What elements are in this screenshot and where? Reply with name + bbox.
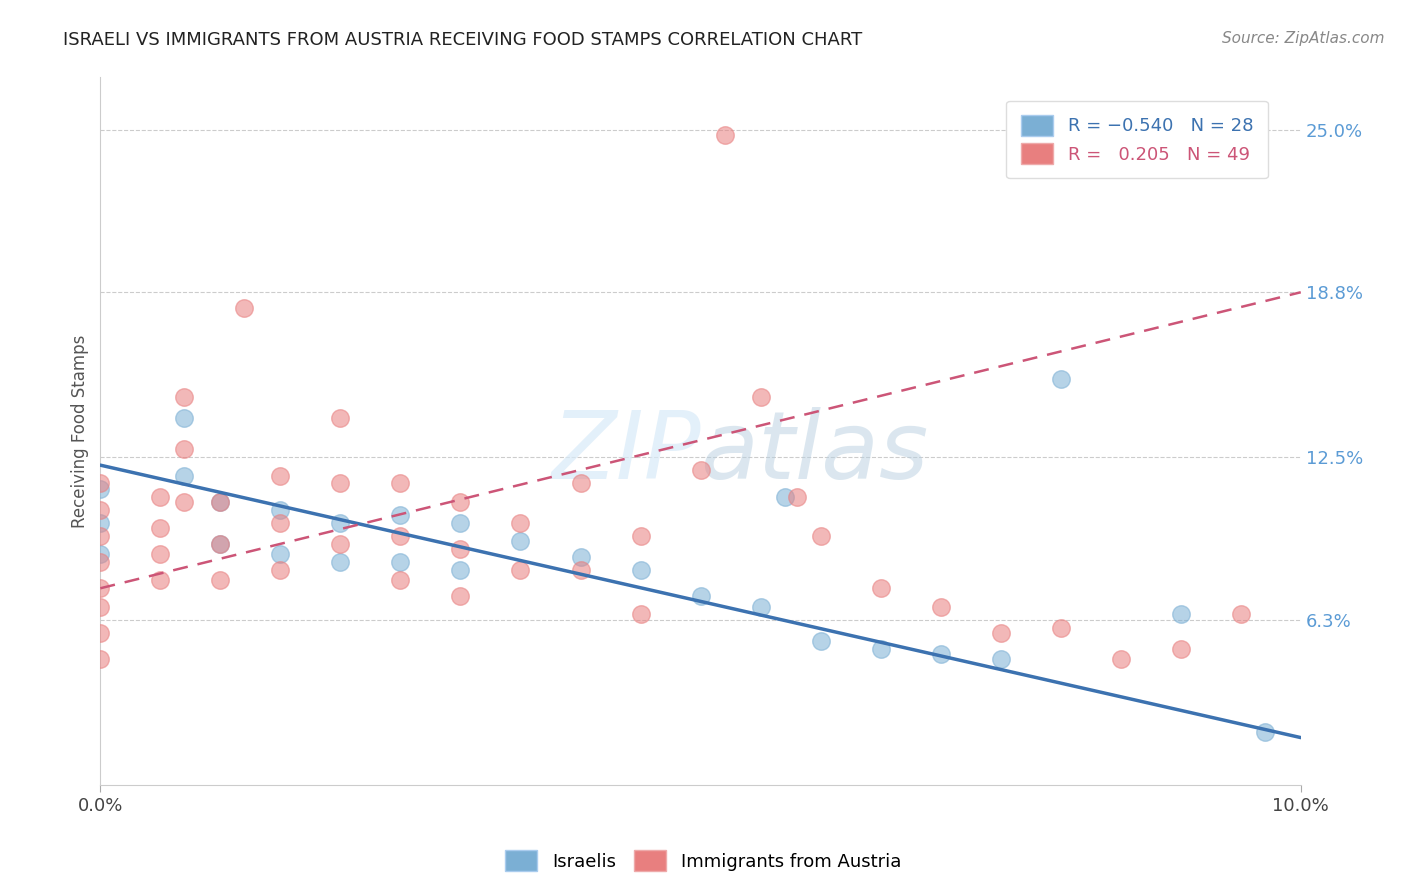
Point <box>1254 725 1277 739</box>
Point <box>329 537 352 551</box>
Point <box>389 574 412 588</box>
Point <box>329 476 352 491</box>
Point <box>630 563 652 577</box>
Point <box>89 529 111 543</box>
Point <box>450 516 472 530</box>
Point <box>329 555 352 569</box>
Point <box>89 599 111 614</box>
Point <box>89 625 111 640</box>
Point <box>450 563 472 577</box>
Point <box>329 411 352 425</box>
Point <box>786 490 808 504</box>
Point <box>569 549 592 564</box>
Point <box>209 574 232 588</box>
Point <box>509 563 531 577</box>
Text: ISRAELI VS IMMIGRANTS FROM AUSTRIA RECEIVING FOOD STAMPS CORRELATION CHART: ISRAELI VS IMMIGRANTS FROM AUSTRIA RECEI… <box>63 31 862 49</box>
Point <box>209 495 232 509</box>
Point <box>209 537 232 551</box>
Point <box>450 541 472 556</box>
Point <box>209 495 232 509</box>
Text: ZIP: ZIP <box>551 407 700 498</box>
Point <box>1170 607 1192 622</box>
Point <box>269 468 291 483</box>
Point <box>89 516 111 530</box>
Point <box>173 390 195 404</box>
Point <box>389 508 412 522</box>
Legend: R = −0.540   N = 28, R =   0.205   N = 49: R = −0.540 N = 28, R = 0.205 N = 49 <box>1007 101 1268 178</box>
Point <box>149 521 172 535</box>
Point <box>1170 641 1192 656</box>
Point <box>209 537 232 551</box>
Point <box>233 301 256 315</box>
Point <box>89 582 111 596</box>
Point <box>713 128 735 142</box>
Point <box>1229 607 1251 622</box>
Point <box>1049 372 1071 386</box>
Point <box>149 547 172 561</box>
Point <box>389 529 412 543</box>
Point <box>990 652 1012 666</box>
Point <box>149 574 172 588</box>
Point <box>89 476 111 491</box>
Point <box>630 607 652 622</box>
Point <box>810 633 832 648</box>
Point <box>173 442 195 457</box>
Point <box>269 547 291 561</box>
Point <box>569 563 592 577</box>
Point <box>329 516 352 530</box>
Point <box>689 589 711 603</box>
Point <box>869 582 891 596</box>
Point <box>269 502 291 516</box>
Point <box>569 476 592 491</box>
Point <box>173 495 195 509</box>
Legend: Israelis, Immigrants from Austria: Israelis, Immigrants from Austria <box>498 843 908 879</box>
Point <box>89 555 111 569</box>
Point <box>929 647 952 661</box>
Point <box>450 589 472 603</box>
Point <box>773 490 796 504</box>
Point <box>869 641 891 656</box>
Point <box>173 411 195 425</box>
Point <box>749 390 772 404</box>
Point <box>509 516 531 530</box>
Point <box>89 547 111 561</box>
Point <box>269 516 291 530</box>
Text: Source: ZipAtlas.com: Source: ZipAtlas.com <box>1222 31 1385 46</box>
Point <box>149 490 172 504</box>
Point <box>89 652 111 666</box>
Point <box>990 625 1012 640</box>
Point <box>749 599 772 614</box>
Text: atlas: atlas <box>700 407 929 498</box>
Point <box>509 534 531 549</box>
Point <box>630 529 652 543</box>
Point <box>1049 621 1071 635</box>
Point <box>389 476 412 491</box>
Point <box>929 599 952 614</box>
Point <box>450 495 472 509</box>
Point <box>389 555 412 569</box>
Point <box>173 468 195 483</box>
Point <box>689 463 711 477</box>
Point <box>810 529 832 543</box>
Point <box>269 563 291 577</box>
Y-axis label: Receiving Food Stamps: Receiving Food Stamps <box>72 334 89 528</box>
Point <box>1109 652 1132 666</box>
Point <box>89 482 111 496</box>
Point <box>89 502 111 516</box>
